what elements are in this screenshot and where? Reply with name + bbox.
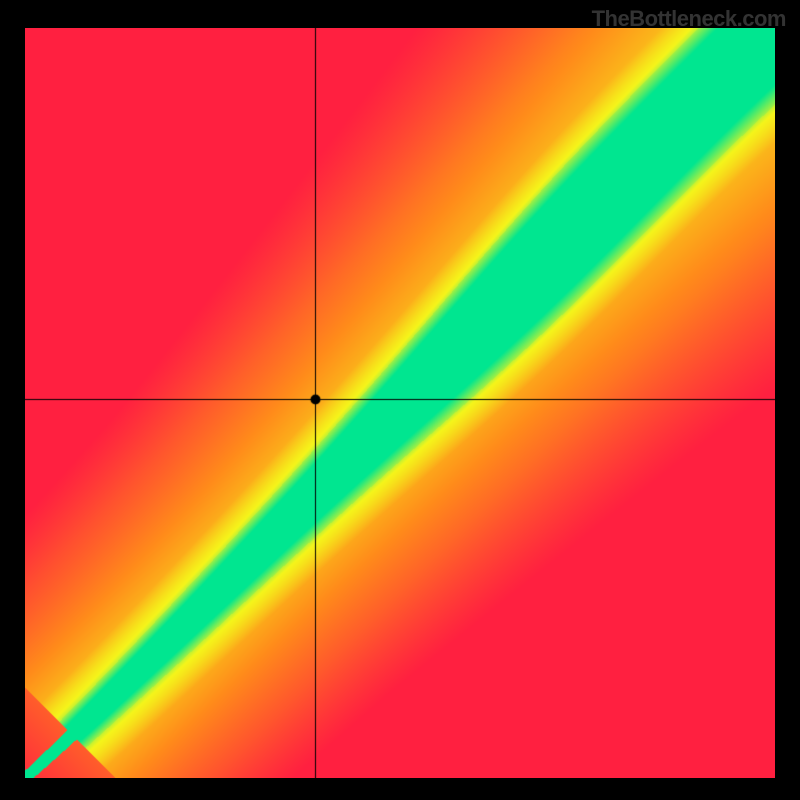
heatmap-chart <box>25 28 775 778</box>
watermark-text: TheBottleneck.com <box>592 6 786 32</box>
heatmap-canvas <box>25 28 775 778</box>
